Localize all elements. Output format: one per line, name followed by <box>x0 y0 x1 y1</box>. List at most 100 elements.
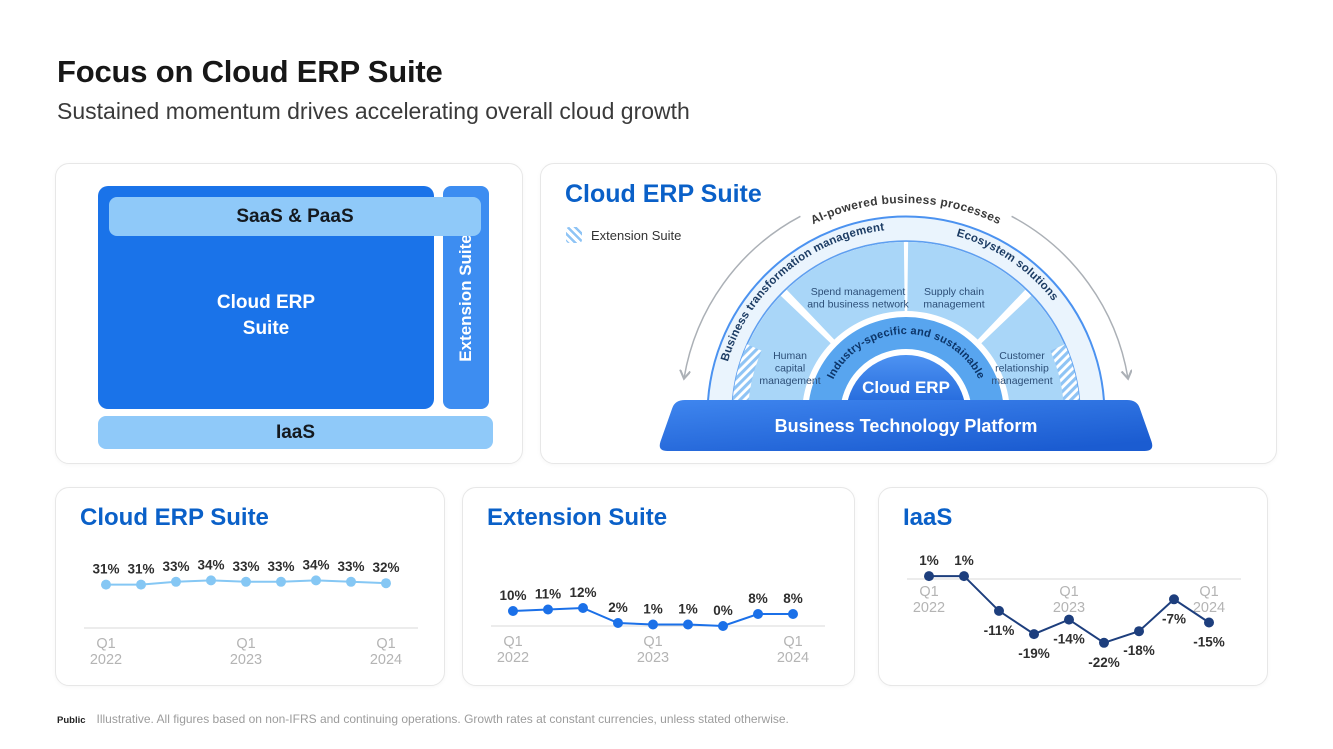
segment-spend <box>786 242 906 341</box>
data-label: 33% <box>267 559 294 574</box>
x-tick-label: Q1 <box>1199 584 1218 600</box>
legend-label: Extension Suite <box>591 227 682 243</box>
x-tick-label: 2024 <box>1193 600 1225 616</box>
cloud-erp-suite-diagram-card: Cloud ERP Suite Extension Suite <box>540 163 1277 464</box>
classification-label: Public <box>57 715 86 726</box>
data-point <box>1099 637 1109 648</box>
data-point <box>994 605 1004 616</box>
platform-label: Business Technology Platform <box>775 416 1038 436</box>
segment-label-hcm: Human capital management <box>759 350 820 387</box>
data-label: 33% <box>232 559 259 574</box>
x-tick-label: Q1 <box>1059 584 1078 600</box>
x-tick-label: Q1 <box>919 584 938 600</box>
segment-supply <box>906 242 1026 341</box>
iaas-chart-card: Q1 2022 Q1 2023 Q1 2024 1% 1% -11% -19% -14% -22% -1… <box>878 487 1268 686</box>
suite-half-donut-diagram: AI-powered business processes Business t… <box>659 192 1153 451</box>
outer-ring-inner-border <box>731 240 1081 401</box>
data-point <box>959 571 969 582</box>
data-label: -7% <box>1162 611 1186 626</box>
data-label: 8% <box>748 591 768 606</box>
data-label: 33% <box>162 559 189 574</box>
segment-crm <box>980 295 1079 401</box>
data-point <box>1029 629 1039 640</box>
data-label: 2% <box>608 600 628 615</box>
cloud-stack-card: Extension Suite SaaS & PaaS Cloud ERP Su… <box>55 163 523 464</box>
x-tick-label: 2024 <box>370 652 402 668</box>
extension-suite-legend: Extension Suite <box>566 227 681 243</box>
data-label: -11% <box>984 623 1015 638</box>
extension-suite-label: Extension Suite <box>456 233 475 362</box>
data-label: 8% <box>783 591 803 606</box>
segment-hcm <box>733 295 832 401</box>
x-tick-label: 2023 <box>1053 600 1085 616</box>
data-point <box>136 579 146 590</box>
data-label: 32% <box>372 560 399 575</box>
chart-title-cloud-erp-suite: Cloud ERP Suite <box>80 504 269 531</box>
data-point <box>311 575 321 586</box>
data-label: 34% <box>302 557 329 572</box>
segment-label-crm: Customer relationship management <box>991 350 1052 387</box>
x-tick-label: Q1 <box>503 634 522 650</box>
data-label: 0% <box>713 603 733 618</box>
x-tick-label: Q1 <box>643 634 662 650</box>
footnote: Illustrative. All figures based on non-I… <box>96 712 789 726</box>
data-point <box>683 619 693 630</box>
data-point <box>171 576 181 587</box>
data-point <box>924 571 934 582</box>
curved-arrow-left-icon <box>684 215 801 378</box>
x-tick-label: Q1 <box>96 636 115 652</box>
data-label: -15% <box>1193 635 1225 650</box>
data-point <box>276 576 286 587</box>
data-label: 34% <box>197 557 224 572</box>
data-label: 31% <box>127 562 154 577</box>
footer: Public Illustrative. All figures based o… <box>57 712 789 726</box>
segment-label-spend: Spend management and business network <box>807 286 909 311</box>
ring-group <box>707 215 1105 401</box>
center-label: Cloud ERP <box>862 378 950 397</box>
x-tick-label: 2022 <box>90 652 122 668</box>
cloud-erp-suite-label: Cloud ERP Suite <box>98 290 434 346</box>
data-label: -22% <box>1088 655 1120 670</box>
business-technology-platform <box>659 400 1153 451</box>
hatch-band-right <box>1050 344 1080 401</box>
data-label: 11% <box>535 587 561 602</box>
hatch-band-left <box>732 344 762 401</box>
x-tick-label: 2022 <box>497 650 529 666</box>
x-tick-label: 2022 <box>913 600 945 616</box>
page-title: Focus on Cloud ERP Suite <box>57 54 443 89</box>
data-label: -19% <box>1018 646 1050 661</box>
cloud-erp-line2: Suite <box>242 318 290 339</box>
x-tick-label: Q1 <box>783 634 802 650</box>
hatch-swatch-icon <box>566 227 582 243</box>
inner-ring <box>809 317 1003 401</box>
iaas-band: IaaS <box>98 416 493 449</box>
x-tick-label: 2023 <box>230 652 262 668</box>
chart-title-iaas: IaaS <box>903 504 953 531</box>
data-point <box>1134 626 1144 637</box>
data-label: 1% <box>954 553 974 568</box>
data-label: 1% <box>643 602 663 617</box>
data-point <box>381 578 391 589</box>
curved-arrow-right-icon <box>1011 215 1128 378</box>
outer-ring <box>707 216 1105 401</box>
data-label: -18% <box>1123 643 1155 658</box>
suite-diagram-heading: Cloud ERP Suite <box>565 180 762 208</box>
cloud-erp-line1: Cloud ERP <box>216 292 316 313</box>
chart-title-extension-suite: Extension Suite <box>487 504 668 531</box>
segment-label-supply: Supply chain management <box>923 286 984 311</box>
data-point <box>788 609 798 619</box>
data-point <box>206 575 216 586</box>
data-label: 12% <box>569 585 596 600</box>
data-point <box>753 609 763 619</box>
data-label: 1% <box>919 553 939 568</box>
data-label: -14% <box>1053 632 1085 647</box>
data-point <box>648 619 658 630</box>
data-point <box>543 604 553 615</box>
data-label: 33% <box>337 559 364 574</box>
data-label: 1% <box>678 602 698 617</box>
data-point <box>508 606 518 616</box>
data-label: 31% <box>92 562 119 577</box>
